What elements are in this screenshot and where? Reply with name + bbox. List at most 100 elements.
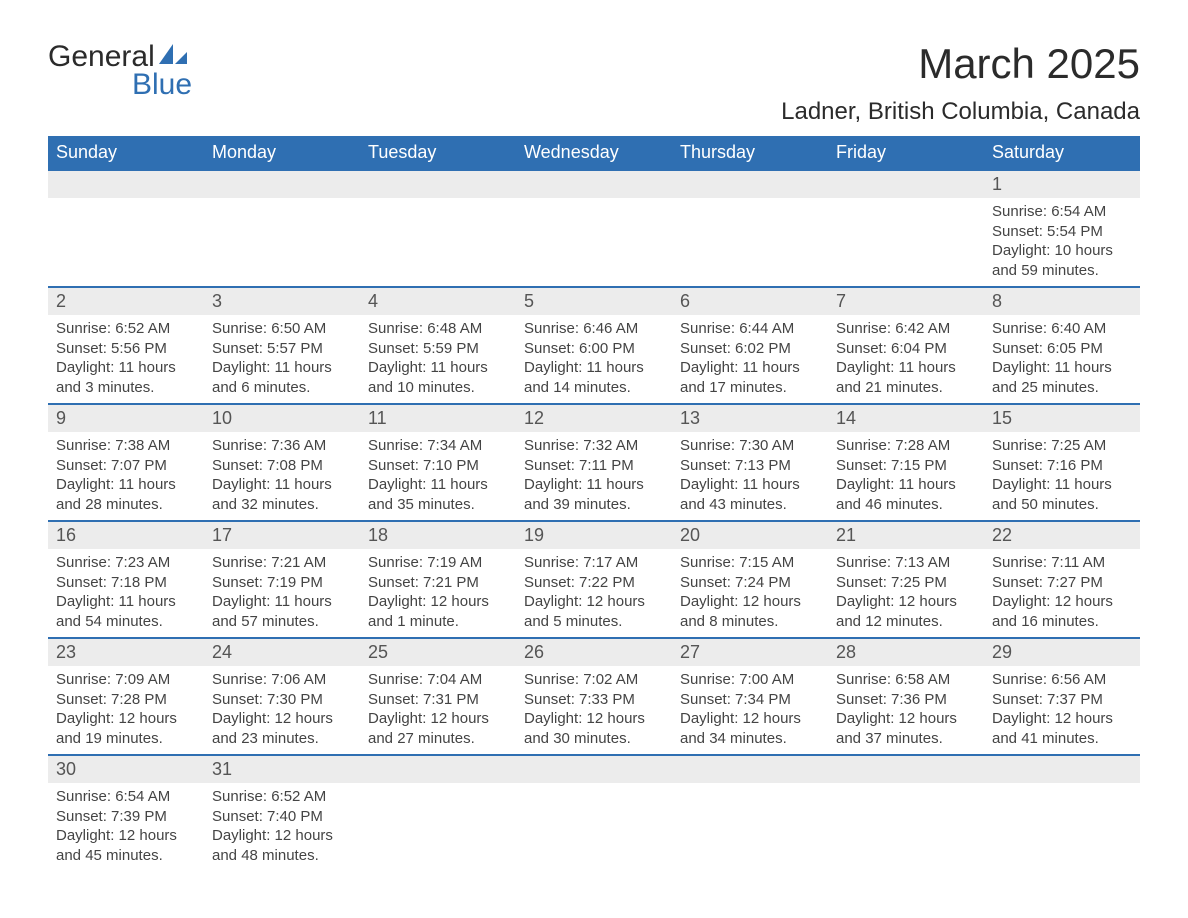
sunset-text: Sunset: 7:27 PM: [992, 573, 1132, 593]
day-number: 10: [204, 405, 360, 432]
calendar-cell: 15Sunrise: 7:25 AMSunset: 7:16 PMDayligh…: [984, 404, 1140, 521]
calendar-cell: 27Sunrise: 7:00 AMSunset: 7:34 PMDayligh…: [672, 638, 828, 755]
calendar-cell: 5Sunrise: 6:46 AMSunset: 6:00 PMDaylight…: [516, 287, 672, 404]
day-body: Sunrise: 7:38 AMSunset: 7:07 PMDaylight:…: [48, 432, 204, 520]
day-body: [984, 783, 1140, 843]
weekday-header: Wednesday: [516, 136, 672, 170]
day-body: Sunrise: 6:54 AMSunset: 5:54 PMDaylight:…: [984, 198, 1140, 286]
sunset-text: Sunset: 5:54 PM: [992, 222, 1132, 242]
daylight-text: Daylight: 11 hours and 28 minutes.: [56, 475, 196, 514]
calendar-cell: 3Sunrise: 6:50 AMSunset: 5:57 PMDaylight…: [204, 287, 360, 404]
calendar-cell: 31Sunrise: 6:52 AMSunset: 7:40 PMDayligh…: [204, 755, 360, 871]
sunrise-text: Sunrise: 6:50 AM: [212, 319, 352, 339]
daylight-text: Daylight: 12 hours and 23 minutes.: [212, 709, 352, 748]
page-title: March 2025: [781, 40, 1140, 88]
calendar-cell: 9Sunrise: 7:38 AMSunset: 7:07 PMDaylight…: [48, 404, 204, 521]
sunset-text: Sunset: 5:57 PM: [212, 339, 352, 359]
daylight-text: Daylight: 11 hours and 35 minutes.: [368, 475, 508, 514]
daylight-text: Daylight: 12 hours and 19 minutes.: [56, 709, 196, 748]
day-number: 13: [672, 405, 828, 432]
day-body: [360, 198, 516, 258]
day-number: [48, 171, 204, 198]
day-body: [516, 198, 672, 258]
location-subtitle: Ladner, British Columbia, Canada: [781, 98, 1140, 126]
calendar-cell: 7Sunrise: 6:42 AMSunset: 6:04 PMDaylight…: [828, 287, 984, 404]
calendar-cell: [984, 755, 1140, 871]
calendar-cell: [516, 755, 672, 871]
sunset-text: Sunset: 7:18 PM: [56, 573, 196, 593]
sunrise-text: Sunrise: 7:34 AM: [368, 436, 508, 456]
day-number: 16: [48, 522, 204, 549]
day-number: 2: [48, 288, 204, 315]
day-number: 8: [984, 288, 1140, 315]
day-number: 23: [48, 639, 204, 666]
day-number: 4: [360, 288, 516, 315]
calendar-cell: 1Sunrise: 6:54 AMSunset: 5:54 PMDaylight…: [984, 170, 1140, 287]
day-body: Sunrise: 7:02 AMSunset: 7:33 PMDaylight:…: [516, 666, 672, 754]
day-body: Sunrise: 6:54 AMSunset: 7:39 PMDaylight:…: [48, 783, 204, 871]
sunrise-text: Sunrise: 6:58 AM: [836, 670, 976, 690]
sunrise-text: Sunrise: 7:04 AM: [368, 670, 508, 690]
calendar-cell: 18Sunrise: 7:19 AMSunset: 7:21 PMDayligh…: [360, 521, 516, 638]
sunset-text: Sunset: 7:34 PM: [680, 690, 820, 710]
sunset-text: Sunset: 7:40 PM: [212, 807, 352, 827]
daylight-text: Daylight: 11 hours and 32 minutes.: [212, 475, 352, 514]
daylight-text: Daylight: 12 hours and 30 minutes.: [524, 709, 664, 748]
daylight-text: Daylight: 11 hours and 21 minutes.: [836, 358, 976, 397]
calendar-cell: 4Sunrise: 6:48 AMSunset: 5:59 PMDaylight…: [360, 287, 516, 404]
calendar-week: 1Sunrise: 6:54 AMSunset: 5:54 PMDaylight…: [48, 170, 1140, 287]
sunrise-text: Sunrise: 7:38 AM: [56, 436, 196, 456]
day-number: [360, 171, 516, 198]
sunset-text: Sunset: 7:28 PM: [56, 690, 196, 710]
weekday-header: Saturday: [984, 136, 1140, 170]
sunrise-text: Sunrise: 7:17 AM: [524, 553, 664, 573]
day-body: Sunrise: 6:42 AMSunset: 6:04 PMDaylight:…: [828, 315, 984, 403]
brand-logo: General Blue: [48, 40, 192, 102]
day-number: 30: [48, 756, 204, 783]
day-number: [672, 756, 828, 783]
day-number: 12: [516, 405, 672, 432]
day-number: 7: [828, 288, 984, 315]
sunrise-text: Sunrise: 7:19 AM: [368, 553, 508, 573]
daylight-text: Daylight: 11 hours and 57 minutes.: [212, 592, 352, 631]
day-body: Sunrise: 7:04 AMSunset: 7:31 PMDaylight:…: [360, 666, 516, 754]
sunset-text: Sunset: 7:30 PM: [212, 690, 352, 710]
calendar-cell: 26Sunrise: 7:02 AMSunset: 7:33 PMDayligh…: [516, 638, 672, 755]
sunrise-text: Sunrise: 6:42 AM: [836, 319, 976, 339]
day-number: 31: [204, 756, 360, 783]
day-body: Sunrise: 6:48 AMSunset: 5:59 PMDaylight:…: [360, 315, 516, 403]
sunset-text: Sunset: 7:13 PM: [680, 456, 820, 476]
sunset-text: Sunset: 6:05 PM: [992, 339, 1132, 359]
day-body: Sunrise: 7:28 AMSunset: 7:15 PMDaylight:…: [828, 432, 984, 520]
day-number: [204, 171, 360, 198]
sunset-text: Sunset: 6:04 PM: [836, 339, 976, 359]
weekday-header: Tuesday: [360, 136, 516, 170]
daylight-text: Daylight: 12 hours and 16 minutes.: [992, 592, 1132, 631]
sunset-text: Sunset: 7:21 PM: [368, 573, 508, 593]
day-number: 21: [828, 522, 984, 549]
day-body: Sunrise: 7:25 AMSunset: 7:16 PMDaylight:…: [984, 432, 1140, 520]
sunrise-text: Sunrise: 7:15 AM: [680, 553, 820, 573]
sunset-text: Sunset: 7:10 PM: [368, 456, 508, 476]
daylight-text: Daylight: 11 hours and 10 minutes.: [368, 358, 508, 397]
day-body: Sunrise: 6:44 AMSunset: 6:02 PMDaylight:…: [672, 315, 828, 403]
daylight-text: Daylight: 11 hours and 14 minutes.: [524, 358, 664, 397]
daylight-text: Daylight: 11 hours and 46 minutes.: [836, 475, 976, 514]
sunset-text: Sunset: 7:19 PM: [212, 573, 352, 593]
day-body: Sunrise: 7:34 AMSunset: 7:10 PMDaylight:…: [360, 432, 516, 520]
day-number: 29: [984, 639, 1140, 666]
calendar-table: SundayMondayTuesdayWednesdayThursdayFrid…: [48, 136, 1140, 871]
day-number: [360, 756, 516, 783]
sunset-text: Sunset: 7:33 PM: [524, 690, 664, 710]
calendar-cell: 12Sunrise: 7:32 AMSunset: 7:11 PMDayligh…: [516, 404, 672, 521]
daylight-text: Daylight: 11 hours and 39 minutes.: [524, 475, 664, 514]
calendar-cell: 23Sunrise: 7:09 AMSunset: 7:28 PMDayligh…: [48, 638, 204, 755]
day-number: 20: [672, 522, 828, 549]
calendar-week: 23Sunrise: 7:09 AMSunset: 7:28 PMDayligh…: [48, 638, 1140, 755]
header: General Blue March 2025 Ladner, British …: [48, 40, 1140, 126]
daylight-text: Daylight: 11 hours and 6 minutes.: [212, 358, 352, 397]
sunrise-text: Sunrise: 6:48 AM: [368, 319, 508, 339]
calendar-cell: [828, 170, 984, 287]
calendar-cell: 16Sunrise: 7:23 AMSunset: 7:18 PMDayligh…: [48, 521, 204, 638]
calendar-cell: 30Sunrise: 6:54 AMSunset: 7:39 PMDayligh…: [48, 755, 204, 871]
